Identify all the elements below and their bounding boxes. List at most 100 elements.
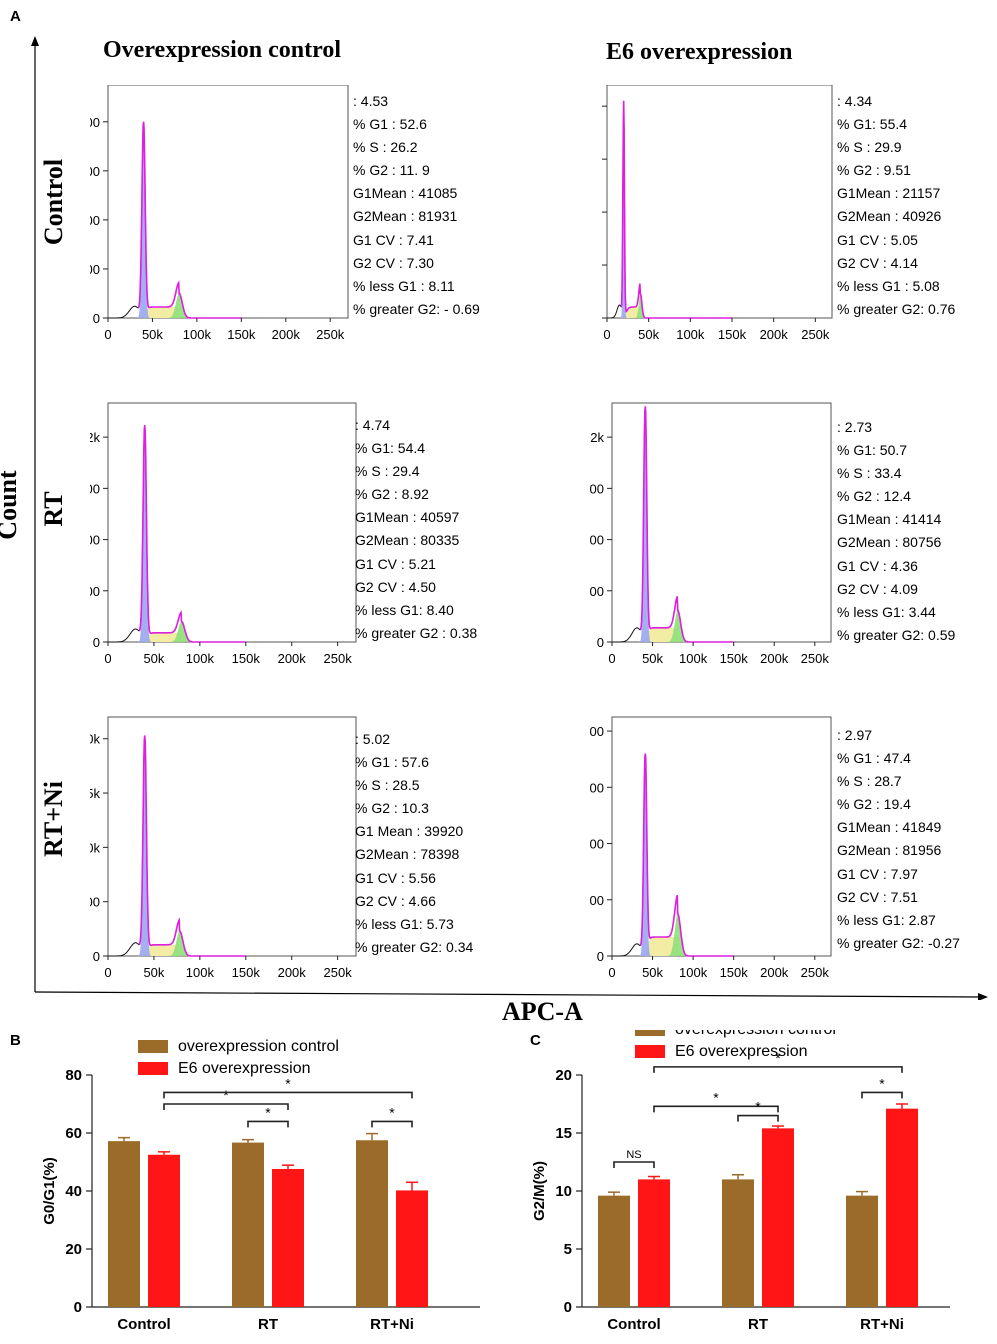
stat-line: G2 CV : 7.30 xyxy=(353,254,434,271)
x-tick-label: 150k xyxy=(227,327,256,342)
x-tick-label: 200k xyxy=(278,651,307,666)
stat-line: G2 CV : 7.51 xyxy=(837,888,918,905)
stat-line: : 2.97 xyxy=(837,727,873,743)
significance-bracket xyxy=(163,1091,413,1099)
bar-control xyxy=(722,1179,754,1307)
stat-line: % G2 : 11. 9 xyxy=(353,162,430,179)
significance-mark: * xyxy=(755,1099,761,1115)
y-tick-label: 300 xyxy=(590,584,604,599)
significance-bracket xyxy=(613,1161,655,1168)
y-tick-label: 10 xyxy=(555,1183,572,1200)
y-tick-label: 800 xyxy=(90,115,100,130)
g2-peak-area xyxy=(108,621,246,642)
y-tick-label: 60 xyxy=(65,1125,82,1142)
x-tick-label: 150k xyxy=(720,651,749,666)
y-tick-label: 1.0k xyxy=(90,840,100,855)
panel-label-c: C xyxy=(530,1032,541,1049)
stat-line: : 4.74 xyxy=(355,417,391,433)
stat-line: % G2 : 12.4 xyxy=(837,488,911,505)
x-tick-label: 50k xyxy=(638,327,659,342)
stat-line: % G1 : 57.6 xyxy=(355,754,429,771)
category-label: Control xyxy=(117,1316,170,1333)
stat-line: : 2.73 xyxy=(837,419,873,435)
x-tick-label: 250k xyxy=(801,327,830,342)
stat-line: % greater G2: 0.59 xyxy=(837,626,956,643)
stat-line: % G1 : 47.4 xyxy=(837,750,911,767)
bar-chart-g0g1: 0 20 40 60 80 G0/G1(%) Control RT RT+Ni overexpre… xyxy=(30,1030,500,1344)
x-tick-label: 150k xyxy=(232,965,261,980)
model-envelope xyxy=(138,425,246,643)
stats-control-oe: : 4.53 % G1 : 52.6 % S : 26.2 % G2 : 11.… xyxy=(353,90,480,321)
stat-line: % S : 28.5 xyxy=(355,777,420,794)
bar-control xyxy=(356,1140,388,1307)
stat-line: G2 CV : 4.14 xyxy=(837,254,918,271)
x-tick-label: 50k xyxy=(142,327,163,342)
stat-line: G1 CV : 5.21 xyxy=(355,555,436,572)
stat-line: G2 CV : 4.50 xyxy=(355,578,436,595)
y-tick-label: 1,2k xyxy=(90,430,100,445)
category-label: RT+Ni xyxy=(370,1316,414,1333)
y-tick-label: 400 xyxy=(590,837,604,852)
plot-frame xyxy=(107,716,357,957)
significance-mark: * xyxy=(713,1089,719,1105)
y-tick-label: 600 xyxy=(590,780,604,795)
category-label: RT xyxy=(748,1316,768,1333)
legend-swatch xyxy=(635,1023,665,1036)
y-tick-label: 0 xyxy=(564,1299,572,1316)
significance-bracket xyxy=(247,1120,289,1128)
x-tick-label: 0 xyxy=(104,327,111,342)
stat-line: G2 CV : 4.09 xyxy=(837,580,918,597)
y-tick-label: 600 xyxy=(90,533,100,548)
y-tick-label: 200 xyxy=(90,262,100,277)
x-tick-label: 200k xyxy=(760,327,789,342)
plot-frame xyxy=(107,402,357,643)
stats-rt-oe: : 4.74 % G1: 54.4 % S : 29.4 % G2 : 8.92… xyxy=(355,414,477,645)
x-tick-label: 200k xyxy=(760,651,789,666)
legend-swatch xyxy=(138,1040,168,1053)
stat-line: % less G1: 8.40 xyxy=(355,601,454,618)
bar-e6 xyxy=(762,1128,794,1307)
bar-e6 xyxy=(272,1168,304,1307)
y-tick-label: 80 xyxy=(65,1067,82,1084)
x-tick-label: 100k xyxy=(676,327,705,342)
bar-control xyxy=(598,1195,630,1307)
stat-line: G1 CV : 7.97 xyxy=(837,865,918,882)
legend-label: E6 overexpression xyxy=(675,1043,808,1060)
histogram-rt-e6: 0 300 600 900 1.2k 0 50k 100k 150k 200k 250k xyxy=(579,400,860,677)
y-tick-label: 0 xyxy=(93,635,100,650)
stat-line: % G2 : 8.92 xyxy=(355,486,429,503)
category-label: RT+Ni xyxy=(860,1316,904,1333)
y-tick-label: 900 xyxy=(590,481,604,496)
stat-line: % S : 28.7 xyxy=(837,773,902,790)
y-tick-label: 1.5k xyxy=(90,786,100,801)
column-title-e6: E6 overexpression xyxy=(606,39,793,65)
stat-line: % G1: 54.4 xyxy=(355,440,426,457)
stat-line: G2Mean : 81956 xyxy=(837,842,942,859)
significance-bracket xyxy=(861,1091,903,1099)
column-title-control: Overexpression control xyxy=(103,37,341,63)
x-tick-label: 100k xyxy=(679,965,708,980)
x-tick-label: 100k xyxy=(183,327,212,342)
y-tick-label: 500 xyxy=(90,895,100,910)
stat-line: G2Mean : 40926 xyxy=(837,208,942,225)
stat-line: : 5.02 xyxy=(355,731,391,747)
stat-line: % G2 : 10.3 xyxy=(355,800,429,817)
x-tick-label: 50k xyxy=(143,651,164,666)
x-tick-label: 250k xyxy=(324,651,353,666)
panel-label-b: B xyxy=(10,1032,21,1049)
x-tick-label: 100k xyxy=(679,651,708,666)
stat-line: G2 CV : 4.66 xyxy=(355,892,436,909)
g2-peak-area xyxy=(607,293,732,318)
x-tick-label: 200k xyxy=(278,965,307,980)
y-tick-label: 600 xyxy=(590,533,604,548)
stat-line: % greater G2: 0.34 xyxy=(355,938,474,955)
stat-line: G1Mean : 40597 xyxy=(355,509,460,526)
x-tick-label: 250k xyxy=(324,965,353,980)
stat-line: % less G1: 5.73 xyxy=(355,915,454,932)
stat-line: % greater G2: 0.76 xyxy=(837,300,956,317)
x-tick-label: 150k xyxy=(232,651,261,666)
x-tick-label: 100k xyxy=(186,651,215,666)
stat-line: % less G1 : 8.11 xyxy=(353,277,455,294)
stat-line: G2Mean : 80335 xyxy=(355,532,460,549)
stat-line: G2Mean : 78398 xyxy=(355,846,460,863)
